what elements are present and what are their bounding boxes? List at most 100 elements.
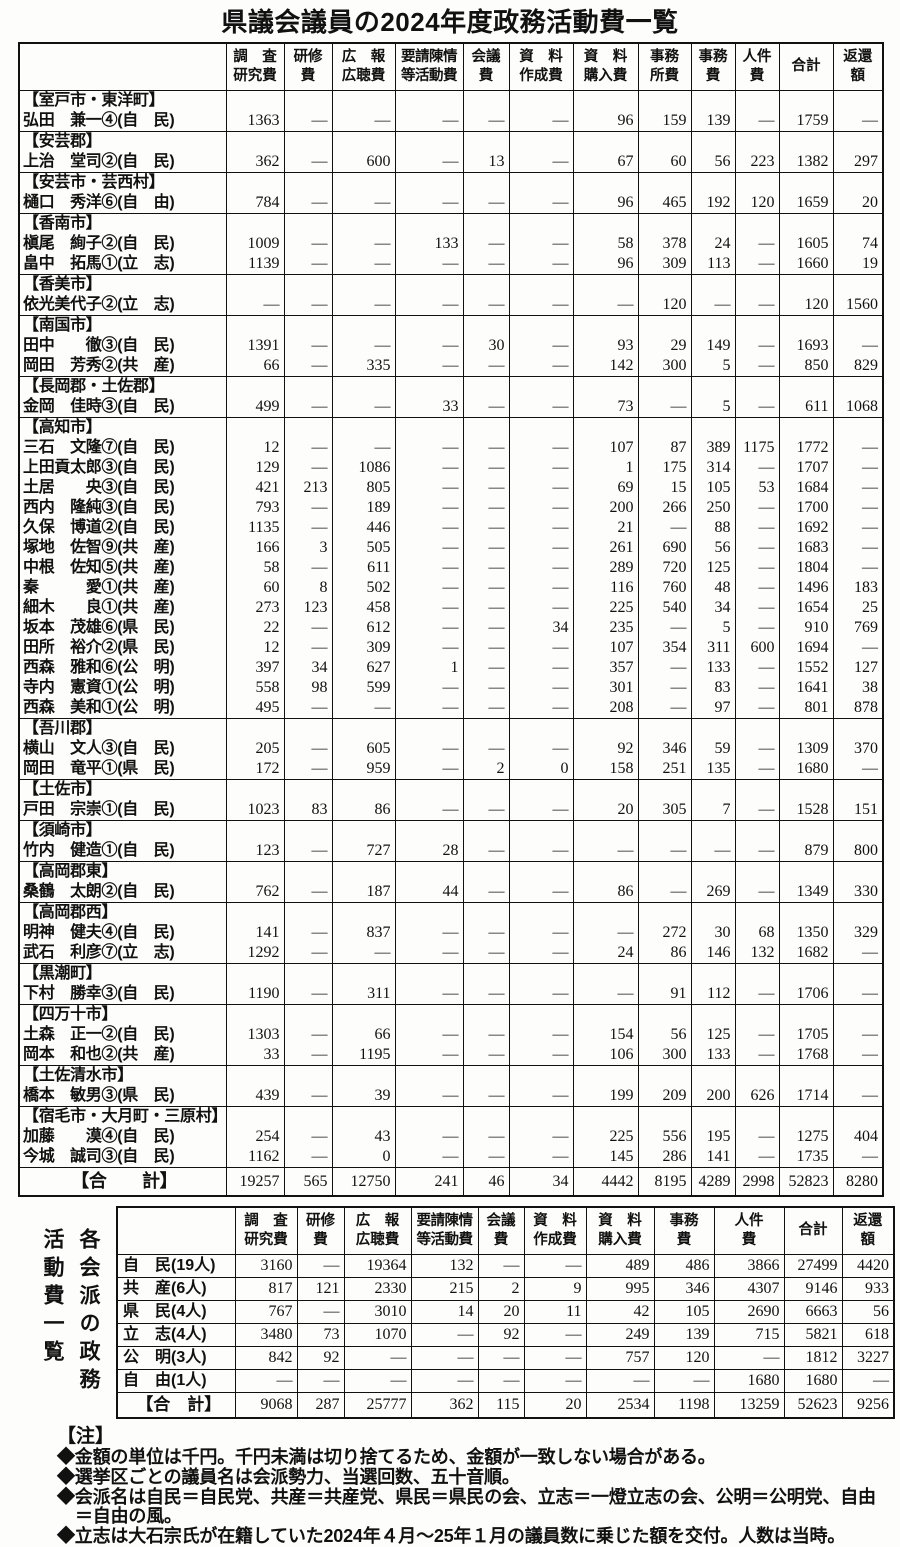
empty-cell xyxy=(331,172,396,193)
expense-value: 1692 xyxy=(778,517,834,538)
expense-value: 1528 xyxy=(778,799,834,820)
empty-cell xyxy=(690,376,736,397)
expense-value: — xyxy=(508,294,574,315)
district-group: 【黒潮町】 下村 勝幸③(自 民) 1190—311— — — —91 112—1706— xyxy=(18,963,884,1004)
expense-value: — xyxy=(508,110,574,131)
expense-value: 56 xyxy=(690,151,736,172)
expense-value: — xyxy=(394,1044,464,1065)
column-header: 調 査 研究費 xyxy=(225,43,285,91)
total-group: 【合 計】 19257 565 12750 241 46 34 4442 8195 4289 299… xyxy=(18,1167,884,1196)
district-group: 【土佐市】 戸田 宗崇①(自 民) 1023 83 86— — —20 305 7—1528 15… xyxy=(18,779,884,820)
expense-value: 505 xyxy=(331,537,396,558)
expense-value: 200 xyxy=(690,1085,736,1106)
expense-value: 800 xyxy=(832,840,884,861)
expense-value: 627 xyxy=(331,657,396,678)
member-row: 金岡 佳時③(自 民) 499— —33— —73—5—611 1068 xyxy=(18,396,884,417)
empty-cell xyxy=(225,718,285,739)
expense-value: 910 xyxy=(778,617,834,638)
empty-cell xyxy=(690,90,736,111)
empty-cell xyxy=(394,131,464,152)
expense-value: 116 xyxy=(572,577,639,598)
empty-cell xyxy=(637,274,692,295)
expense-value: 300 xyxy=(637,1044,692,1065)
empty-cell xyxy=(225,1065,285,1086)
expense-value: 113 xyxy=(690,253,736,274)
total-value: 20 xyxy=(523,1392,587,1418)
empty-cell xyxy=(394,172,464,193)
faction-row: 立 志(4人) 3480 73 1070—92—249 139 715 5821 618 xyxy=(116,1323,895,1347)
expense-value: 92 xyxy=(572,738,639,759)
expense-value: 58 xyxy=(572,233,639,254)
expense-value: — xyxy=(462,942,510,963)
expense-value: 28 xyxy=(394,840,464,861)
member-name: 桑鶴 太朗②(自 民) xyxy=(18,881,227,902)
expense-value: 187 xyxy=(331,881,396,902)
member-row: 加藤 漠④(自 民) 254—43— — —225 556 195—1275 404 xyxy=(18,1126,884,1147)
faction-name: 共 産(6人) xyxy=(116,1277,236,1301)
member-row: 弘田 兼一④(自 民) 1363— — — — —96 159 139—1759— xyxy=(18,110,884,131)
member-row: 坂本 茂雄⑥(県 民) 22—612— —34 235—5—910 769 xyxy=(18,617,884,638)
empty-cell xyxy=(283,172,333,193)
column-header: 資 料 作成費 xyxy=(508,43,574,91)
empty-cell xyxy=(690,718,736,739)
district-row: 【黒潮町】 xyxy=(18,963,884,984)
empty-cell xyxy=(508,861,574,882)
expense-value: 1804 xyxy=(778,557,834,578)
expense-value: 354 xyxy=(637,637,692,658)
member-name: 細木 良①(共 産) xyxy=(18,597,227,618)
expense-value: 125 xyxy=(690,557,736,578)
expense-value: — xyxy=(572,294,639,315)
expense-value: — xyxy=(462,192,510,213)
member-row: 中根 佐知⑤(共 産) 58—611— — —289 720 125—1804— xyxy=(18,557,884,578)
expense-value: 86 xyxy=(637,942,692,963)
expense-value: — xyxy=(508,677,574,698)
expense-value: 105 xyxy=(690,477,736,498)
expense-value: 1382 xyxy=(778,151,834,172)
expense-value: — xyxy=(283,1044,333,1065)
empty-cell xyxy=(283,213,333,234)
expense-value: — xyxy=(462,497,510,518)
expense-value: 446 xyxy=(331,517,396,538)
expense-value: 1560 xyxy=(832,294,884,315)
expense-value: 91 xyxy=(637,983,692,1004)
empty-cell xyxy=(572,779,639,800)
expense-value: 13 xyxy=(462,151,510,172)
expense-value: 389 xyxy=(690,437,736,458)
expense-value: 20 xyxy=(477,1300,525,1324)
member-row: 桑鶴 太朗②(自 民) 762—187 44— —86—269—1349 330 xyxy=(18,881,884,902)
expense-value: 166 xyxy=(225,537,285,558)
empty-cell xyxy=(832,963,884,984)
expense-value: 195 xyxy=(690,1126,736,1147)
expense-value: — xyxy=(283,881,333,902)
total-value: 4289 xyxy=(690,1167,736,1196)
expense-value: — xyxy=(832,1024,884,1045)
expense-value: — xyxy=(462,1024,510,1045)
expense-value: 7 xyxy=(690,799,736,820)
empty-cell xyxy=(572,1106,639,1127)
expense-value: 439 xyxy=(225,1085,285,1106)
member-name: 上治 堂司②(自 民) xyxy=(18,151,227,172)
member-row: 岡本 和也②(共 産) 33—1195— — —106 300 133—1768— xyxy=(18,1044,884,1065)
expense-value: — xyxy=(283,942,333,963)
expense-value: 558 xyxy=(225,677,285,698)
expense-value: — xyxy=(734,983,780,1004)
expense-value: — xyxy=(394,355,464,376)
expense-value: — xyxy=(462,537,510,558)
expense-value: — xyxy=(508,799,574,820)
expense-value: 314 xyxy=(690,457,736,478)
expense-value: — xyxy=(462,617,510,638)
expense-value: — xyxy=(832,517,884,538)
empty-cell xyxy=(734,779,780,800)
expense-value: 309 xyxy=(331,637,396,658)
empty-cell xyxy=(778,902,834,923)
expense-value: 132 xyxy=(410,1254,479,1278)
expense-value: — xyxy=(283,192,333,213)
expense-value: — xyxy=(690,840,736,861)
expense-value: 213 xyxy=(283,477,333,498)
expense-value: 266 xyxy=(637,497,692,518)
faction-name: 自 民(19人) xyxy=(116,1254,236,1278)
expense-value: — xyxy=(832,110,884,131)
expense-value: 133 xyxy=(690,657,736,678)
expense-value: 2 xyxy=(477,1277,525,1301)
expense-value: 24 xyxy=(572,942,639,963)
